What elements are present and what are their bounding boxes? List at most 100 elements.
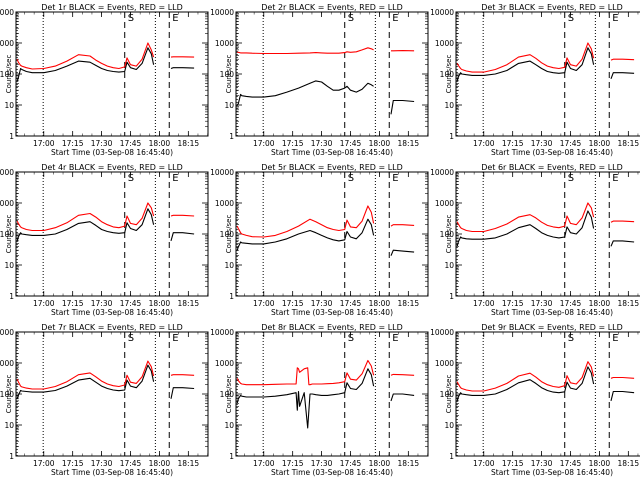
y-tick-label: 1000 [215,39,234,48]
x-tick-label: 17:00 [253,459,275,468]
y-tick-label: 100 [440,70,455,79]
x-tick-label: 17:00 [253,139,275,148]
lld-series-line [456,42,595,73]
series-group [456,361,635,402]
lld-series-line [610,376,635,379]
marker-label: E [612,333,618,344]
events-series-line [236,368,375,429]
y-tick-label: 10 [224,261,234,270]
x-tick-label: 17:00 [473,459,495,468]
x-tick-label: 17:15 [282,459,304,468]
y-axis-label: Counts/sec [225,375,233,414]
lld-series-line [390,224,415,227]
events-series-line [610,72,635,79]
x-tick-label: 17:00 [473,139,495,148]
x-tick-label: 17:00 [33,299,55,308]
y-tick-label: 10000 [210,328,234,337]
marker-label: E [612,13,618,24]
x-tick-label: 17:00 [33,139,55,148]
x-axis-label: Start Time (03-Sep-08 16:45:40) [51,308,173,317]
x-axis-label: Start Time (03-Sep-08 16:45:40) [271,148,393,157]
y-tick-label: 1 [229,452,234,461]
events-series-line [456,210,595,247]
y-tick-label: 10000 [0,328,14,337]
x-tick-label: 17:00 [33,459,55,468]
lld-series-line [236,359,375,386]
x-axis-label: Start Time (03-Sep-08 16:45:40) [271,308,393,317]
events-series-line [16,208,155,242]
x-tick-label: 17:15 [282,299,304,308]
marker-label: S [348,333,354,344]
x-tick-label: 18:15 [398,299,420,308]
x-tick-label: 17:15 [502,299,524,308]
y-tick-label: 1 [449,452,454,461]
x-tick-label: 18:00 [369,459,391,468]
y-tick-label: 1 [449,132,454,141]
x-tick-label: 18:15 [618,459,640,468]
x-tick-label: 17:30 [531,299,553,308]
y-axis-label: Counts/sec [225,55,233,94]
y-tick-label: 10 [224,101,234,110]
x-tick-label: 17:45 [120,459,142,468]
events-series-line [456,47,595,82]
series-group [456,42,635,82]
x-tick-label: 18:00 [149,139,171,148]
marker-label: E [392,173,398,184]
y-tick-label: 100 [0,230,14,239]
x-tick-label: 18:00 [369,139,391,148]
x-tick-label: 17:45 [120,299,142,308]
marker-label: E [612,173,618,184]
y-tick-label: 10 [224,421,234,430]
marker-label: S [348,13,354,24]
marker-label: E [392,13,398,24]
x-tick-label: 17:30 [531,459,553,468]
y-tick-label: 100 [220,70,235,79]
events-series-line [170,67,195,70]
lld-series-line [456,202,595,233]
y-tick-label: 1000 [435,39,454,48]
axes-frame [15,11,209,137]
x-tick-label: 17:30 [311,459,333,468]
x-tick-label: 18:15 [178,139,200,148]
y-tick-label: 100 [0,390,14,399]
y-axis-label: Counts/sec [5,375,13,414]
events-series-line [16,364,155,399]
x-axis-label: Start Time (03-Sep-08 16:45:40) [491,148,613,157]
y-tick-label: 10 [4,261,14,270]
lld-series-line [16,360,155,390]
lld-series-line [610,220,635,223]
series-group [236,205,415,256]
marker-label: E [172,333,178,344]
marker-label: S [568,333,574,344]
y-tick-label: 1000 [0,39,14,48]
y-tick-label: 10000 [210,8,234,17]
panel-title: Det 7r BLACK = Events, RED = LLD [41,323,183,332]
y-tick-label: 1000 [215,359,234,368]
x-tick-label: 17:45 [560,139,582,148]
y-tick-label: 10000 [0,168,14,177]
y-tick-label: 10000 [210,168,234,177]
x-tick-label: 17:45 [560,459,582,468]
x-tick-label: 17:30 [531,139,553,148]
x-tick-label: 17:15 [62,139,84,148]
x-tick-label: 17:45 [120,139,142,148]
marker-label: S [348,173,354,184]
panel-title: Det 6r BLACK = Events, RED = LLD [481,163,623,172]
lld-series-line [16,202,155,232]
panel-title: Det 1r BLACK = Events, RED = LLD [41,3,183,12]
y-tick-label: 100 [220,390,235,399]
x-tick-label: 17:30 [311,139,333,148]
x-tick-label: 17:30 [91,459,113,468]
events-series-line [236,218,375,251]
marker-label: S [128,333,134,344]
marker-label: E [172,173,178,184]
panel-title: Det 3r BLACK = Events, RED = LLD [481,3,623,12]
y-tick-label: 1 [9,132,14,141]
y-axis-label: Counts/sec [5,55,13,94]
lld-series-line [456,361,595,392]
y-tick-label: 10000 [0,8,14,17]
